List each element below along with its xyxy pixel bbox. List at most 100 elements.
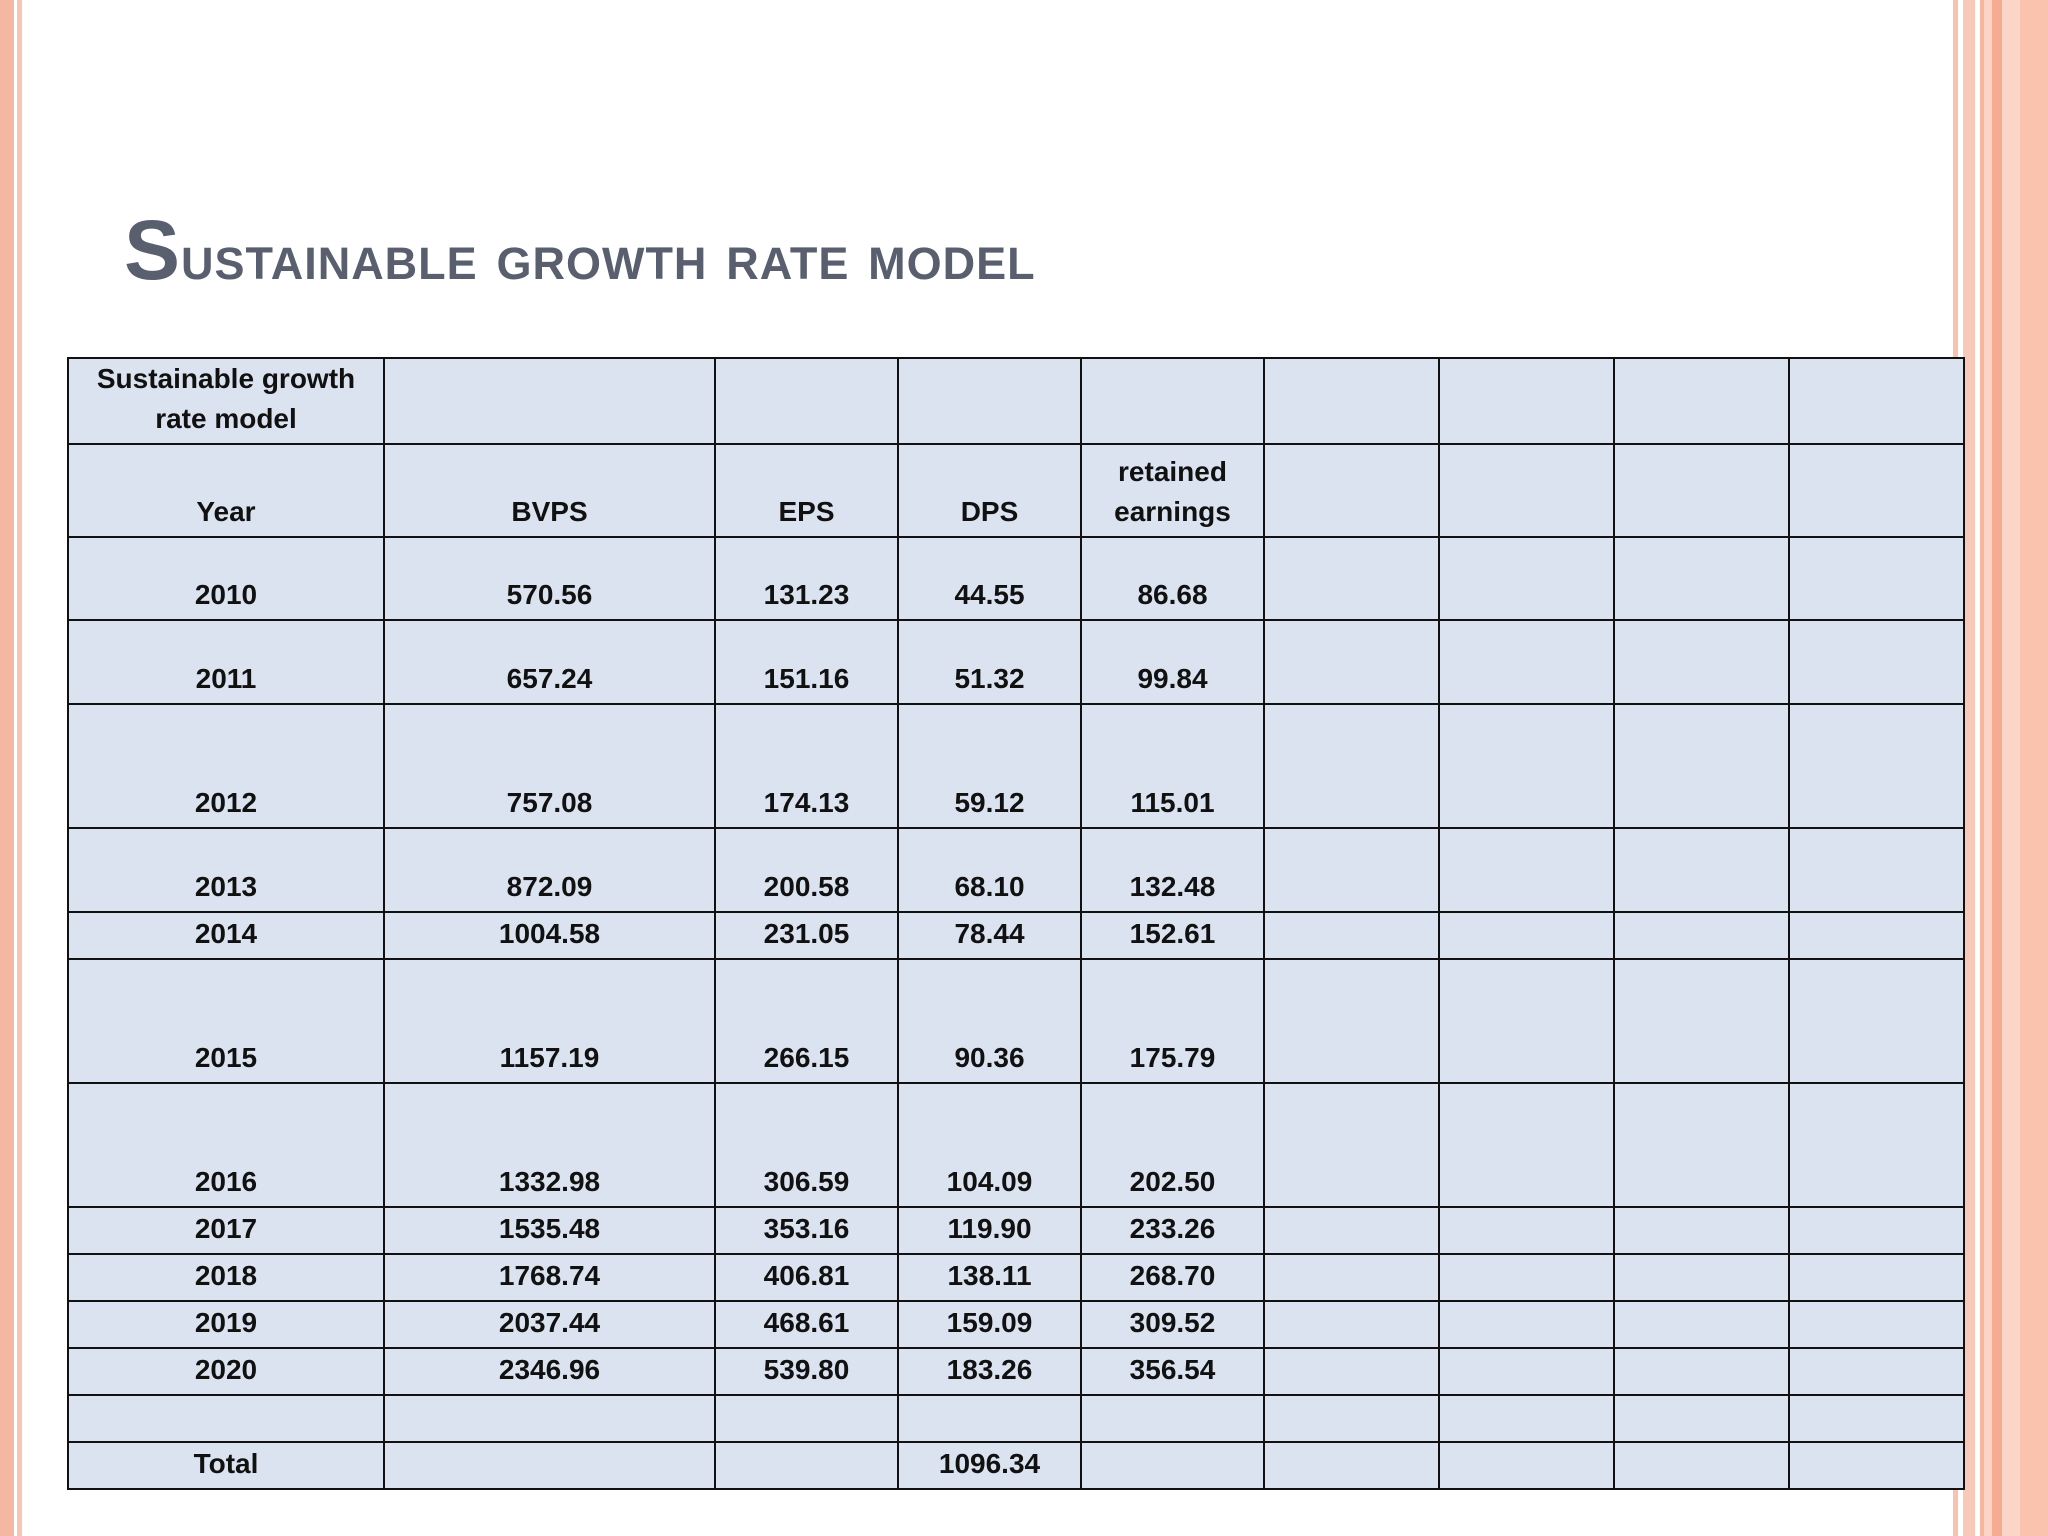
table-cell — [1613, 357, 1790, 445]
table-cell: 1332.98 — [383, 1082, 716, 1208]
table-cell: 51.32 — [897, 619, 1082, 705]
table-cell — [1263, 1300, 1440, 1349]
frame-right-line — [1963, 0, 1975, 1536]
table-row: 2010 570.56 131.23 44.55 86.68 — [67, 536, 1965, 621]
table-cell: 2010 — [67, 536, 385, 621]
table-cell — [1263, 1082, 1440, 1208]
table-cell — [1788, 536, 1965, 621]
table-cell: 174.13 — [714, 703, 899, 829]
table-cell: 2014 — [67, 911, 385, 960]
table-cell: 90.36 — [897, 958, 1082, 1084]
table-cell: 119.90 — [897, 1206, 1082, 1255]
table-cell — [1788, 1347, 1965, 1396]
table-cell: 268.70 — [1080, 1253, 1265, 1302]
table-cell — [1080, 357, 1265, 445]
table-cell — [1438, 911, 1615, 960]
table-cell: 1157.19 — [383, 958, 716, 1084]
table-cell — [1263, 357, 1440, 445]
table-cell: 309.52 — [1080, 1300, 1265, 1349]
table-cell — [1438, 958, 1615, 1084]
table-cell — [1613, 911, 1790, 960]
table-cell: 59.12 — [897, 703, 1082, 829]
table-cell — [714, 1441, 899, 1490]
table-cell — [1788, 619, 1965, 705]
table-cell: 159.09 — [897, 1300, 1082, 1349]
table-cell: 104.09 — [897, 1082, 1082, 1208]
table-cell — [1438, 1206, 1615, 1255]
table-cell — [1788, 911, 1965, 960]
table-cell — [1788, 1300, 1965, 1349]
table-cell: 306.59 — [714, 1082, 899, 1208]
frame-left-line — [17, 0, 22, 1536]
table-cell: 1535.48 — [383, 1206, 716, 1255]
table-cell: 152.61 — [1080, 911, 1265, 960]
frame-right-line — [1992, 0, 2002, 1536]
table-cell — [1613, 443, 1790, 538]
frame-right-line — [1980, 0, 1984, 1536]
table-cell — [1613, 536, 1790, 621]
table-cell: 353.16 — [714, 1206, 899, 1255]
table-cell — [1613, 1394, 1790, 1443]
table-cell — [1263, 443, 1440, 538]
table-cell — [1438, 619, 1615, 705]
table-row: 2020 2346.96 539.80 183.26 356.54 — [67, 1347, 1965, 1396]
table-cell — [1438, 703, 1615, 829]
table-cell — [1788, 1206, 1965, 1255]
table-cell — [1263, 619, 1440, 705]
table-cell — [1613, 958, 1790, 1084]
table-cell — [1438, 1082, 1615, 1208]
table-cell: 151.16 — [714, 619, 899, 705]
table-cell: 468.61 — [714, 1300, 899, 1349]
table-cell — [1613, 619, 1790, 705]
table-cell: 570.56 — [383, 536, 716, 621]
slide-title-initial: S — [124, 203, 182, 297]
table-cell — [714, 1394, 899, 1443]
table-cell: 44.55 — [897, 536, 1082, 621]
table-cell: 183.26 — [897, 1347, 1082, 1396]
table-cell — [1613, 827, 1790, 913]
table-cell: 99.84 — [1080, 619, 1265, 705]
table-cell: 68.10 — [897, 827, 1082, 913]
table-cell: 539.80 — [714, 1347, 899, 1396]
table-cell — [1263, 703, 1440, 829]
table-cell — [1788, 357, 1965, 445]
table-cell — [1613, 1300, 1790, 1349]
table-cell — [1438, 536, 1615, 621]
table-cell: EPS — [714, 443, 899, 538]
table-cell: 356.54 — [1080, 1347, 1265, 1396]
table-cell — [1438, 1300, 1615, 1349]
table-cell — [1788, 1253, 1965, 1302]
table-cell: 138.11 — [897, 1253, 1082, 1302]
table-row: 2019 2037.44 468.61 159.09 309.52 — [67, 1300, 1965, 1349]
table-cell — [1613, 703, 1790, 829]
table-cell: 78.44 — [897, 911, 1082, 960]
table-cell — [1613, 1082, 1790, 1208]
table-row: Total 1096.34 — [67, 1441, 1965, 1490]
table-cell — [1613, 1441, 1790, 1490]
table-cell — [1613, 1347, 1790, 1396]
table-cell — [1788, 703, 1965, 829]
table-cell — [714, 357, 899, 445]
table-cell: 266.15 — [714, 958, 899, 1084]
table-row: 2017 1535.48 353.16 119.90 233.26 — [67, 1206, 1965, 1255]
table-cell: 657.24 — [383, 619, 716, 705]
table-cell: 2037.44 — [383, 1300, 716, 1349]
table-header-row: Sustainable growth rate model — [67, 357, 1965, 445]
table-cell: 1768.74 — [383, 1253, 716, 1302]
table-cell — [1263, 1347, 1440, 1396]
table-cell — [383, 357, 716, 445]
table-cell: 1096.34 — [897, 1441, 1082, 1490]
table-cell — [1263, 1394, 1440, 1443]
table-cell — [67, 1394, 385, 1443]
table-cell: 406.81 — [714, 1253, 899, 1302]
table-cell: Sustainable growth rate model — [67, 357, 385, 445]
frame-right-band — [2020, 0, 2048, 1536]
table-cell — [383, 1394, 716, 1443]
table-cell: 233.26 — [1080, 1206, 1265, 1255]
table-row: 2014 1004.58 231.05 78.44 152.61 — [67, 911, 1965, 960]
table-cell — [1080, 1394, 1265, 1443]
table-cell: 2017 — [67, 1206, 385, 1255]
table-row: 2012 757.08 174.13 59.12 115.01 — [67, 703, 1965, 829]
table-cell — [1788, 958, 1965, 1084]
table-cell — [1788, 1441, 1965, 1490]
